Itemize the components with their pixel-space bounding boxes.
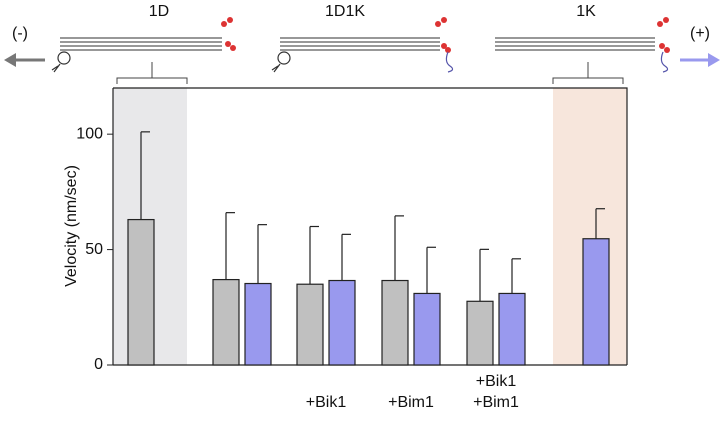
bar: [296, 283, 324, 366]
bar: [328, 279, 356, 366]
y-tick-label: 0: [94, 356, 103, 373]
y-tick-label: 100: [76, 125, 103, 142]
panel-label: 1K: [576, 3, 596, 20]
bar: [582, 238, 610, 366]
bar: [244, 282, 272, 366]
bar: [127, 218, 155, 366]
arrows: [4, 53, 720, 67]
x-tick-label: +Bik1: [305, 394, 347, 411]
bar: [381, 279, 409, 366]
x-tick-label: +Bim1: [388, 394, 434, 411]
panel-label: 1D: [149, 3, 169, 20]
y-axis-label: Velocity (nm/sec): [63, 165, 80, 287]
bar: [212, 278, 240, 366]
panel-label: 1D1K: [325, 3, 365, 20]
frame: [112, 87, 628, 365]
bar: [466, 300, 494, 366]
y-tick-label: 50: [85, 241, 103, 258]
motor-tags: [221, 17, 670, 53]
minus-end-label: (-): [12, 25, 28, 42]
dynein-icons: [51, 51, 291, 73]
plus-end-label: (+): [690, 25, 710, 42]
bar: [498, 292, 526, 366]
brackets: [116, 62, 624, 84]
bar: [413, 292, 441, 366]
microtubules: [60, 37, 655, 51]
kinesin-icons: [445, 51, 669, 73]
x-tick-label: +Bik1 +Bim1: [473, 373, 519, 411]
